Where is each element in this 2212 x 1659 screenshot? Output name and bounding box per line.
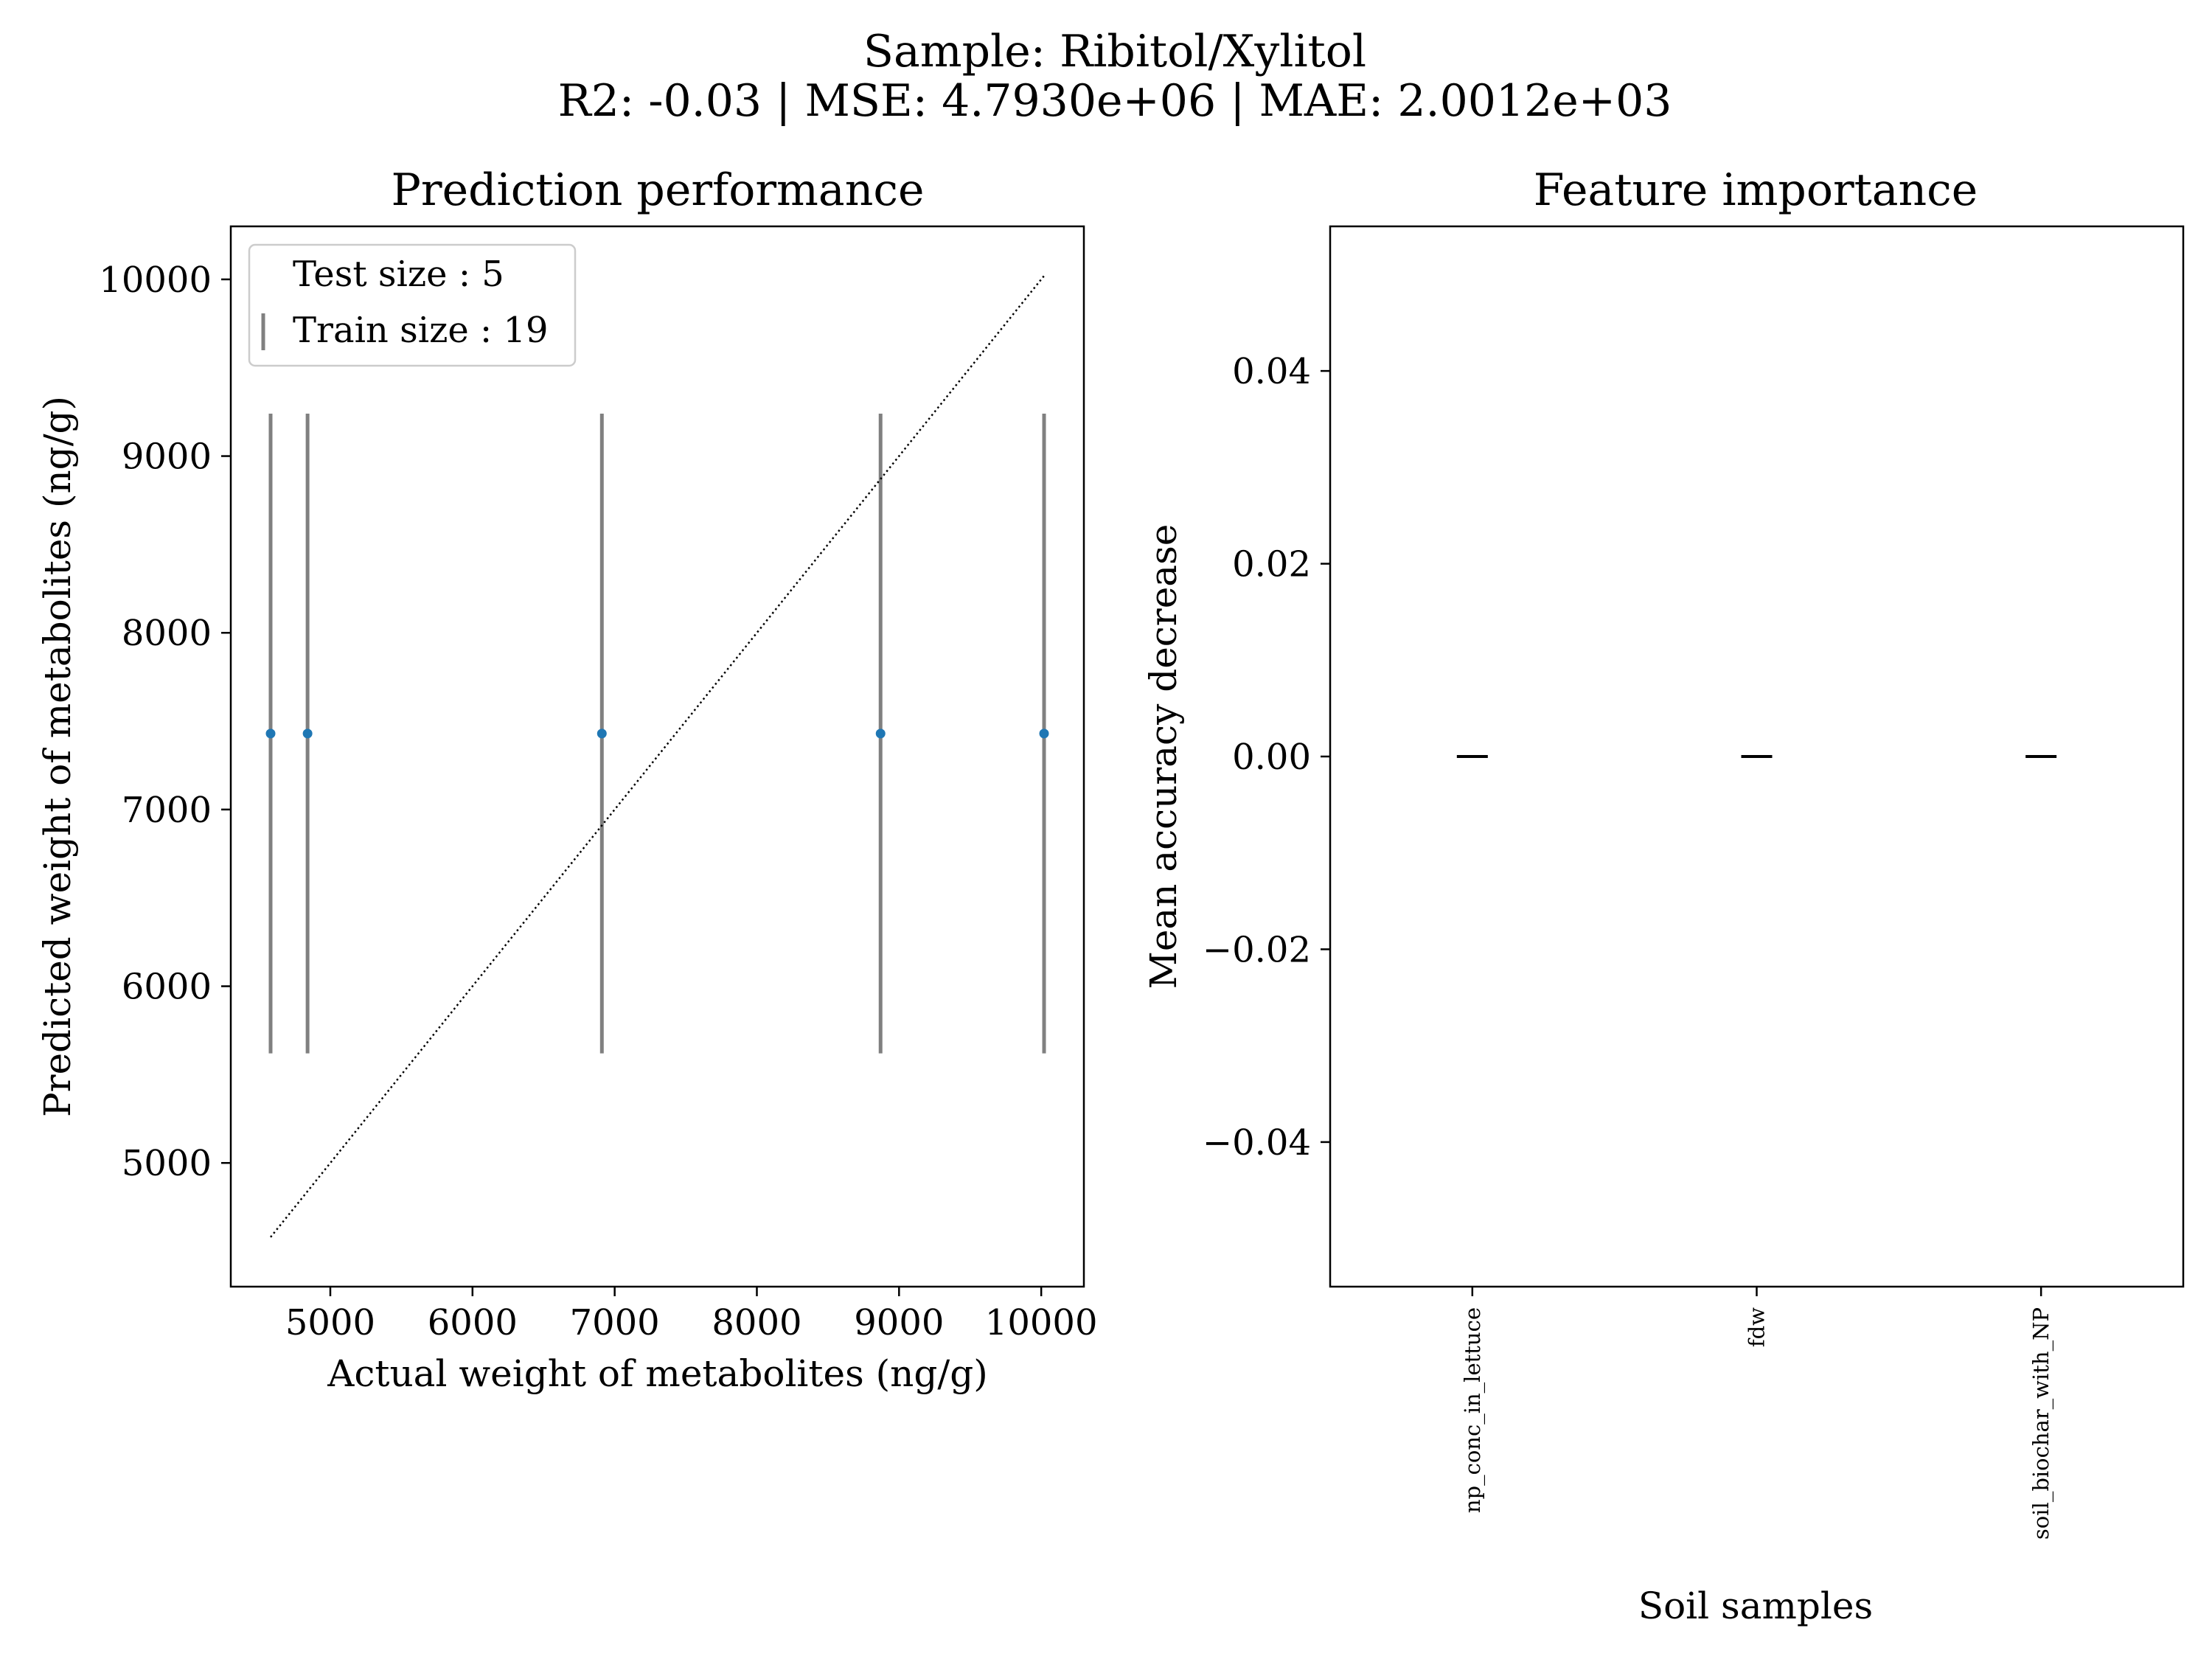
x-tick-label: 10000: [985, 1302, 1098, 1343]
data-point: [1039, 728, 1049, 739]
category-label: soil_biochar_with_NP: [2028, 1307, 2054, 1540]
x-tick-label: 6000: [428, 1302, 518, 1343]
y-tick-label: −0.04: [1203, 1122, 1311, 1164]
y-tick-label: 0.00: [1232, 737, 1311, 778]
identity-line: [270, 275, 1045, 1238]
prediction-y-axis-label: Predicted weight of metabolites (ng/g): [36, 396, 79, 1117]
prediction-x-axis-label: Actual weight of metabolites (ng/g): [327, 1352, 987, 1395]
y-tick-label: 9000: [122, 437, 212, 478]
y-tick-label: 0.04: [1232, 351, 1311, 392]
x-tick-label: 8000: [712, 1302, 801, 1343]
prediction-panel-title: Prediction performance: [392, 164, 925, 216]
data-point: [265, 728, 276, 739]
y-tick-label: 10000: [99, 260, 212, 301]
x-tick-label: 7000: [570, 1302, 660, 1343]
prediction-legend: Test size : 5 Train size : 19: [248, 243, 577, 367]
category-label: fdw: [1745, 1307, 1770, 1347]
figure-title-line1: Sample: Ribitol/Xylitol: [863, 26, 1366, 77]
y-tick-label: 8000: [122, 613, 212, 654]
feature-y-axis-label: Mean accuracy decrease: [1142, 524, 1185, 990]
x-tick-label: 9000: [854, 1302, 944, 1343]
data-point: [597, 728, 607, 739]
feature-importance-panel: Feature importance np_conc_in_lettuce fdw…: [1142, 164, 2185, 1627]
legend-train-size: Train size : 19: [293, 310, 549, 351]
data-point: [302, 728, 313, 739]
category-label: np_conc_in_lettuce: [1460, 1307, 1486, 1513]
figure-title-line2: R2: -0.03 | MSE: 4.7930e+06 | MAE: 2.001…: [558, 75, 1672, 127]
y-tick-label: 6000: [122, 967, 212, 1008]
legend-box: [248, 243, 577, 367]
legend-test-size: Test size : 5: [293, 254, 504, 295]
prediction-plot-frame: [229, 225, 1085, 1288]
prediction-performance-panel: Prediction performance 5000 6000 7000 8000 9…: [36, 164, 1098, 1395]
y-tick-label: −0.02: [1203, 929, 1311, 970]
x-tick-label: 5000: [285, 1302, 375, 1343]
feature-panel-title: Feature importance: [1534, 164, 1978, 216]
y-tick-label: 0.02: [1232, 544, 1311, 585]
y-tick-label: 7000: [122, 790, 212, 831]
feature-x-axis-label: Soil samples: [1638, 1585, 1873, 1627]
y-tick-label: 5000: [122, 1143, 212, 1184]
data-point: [875, 728, 886, 739]
